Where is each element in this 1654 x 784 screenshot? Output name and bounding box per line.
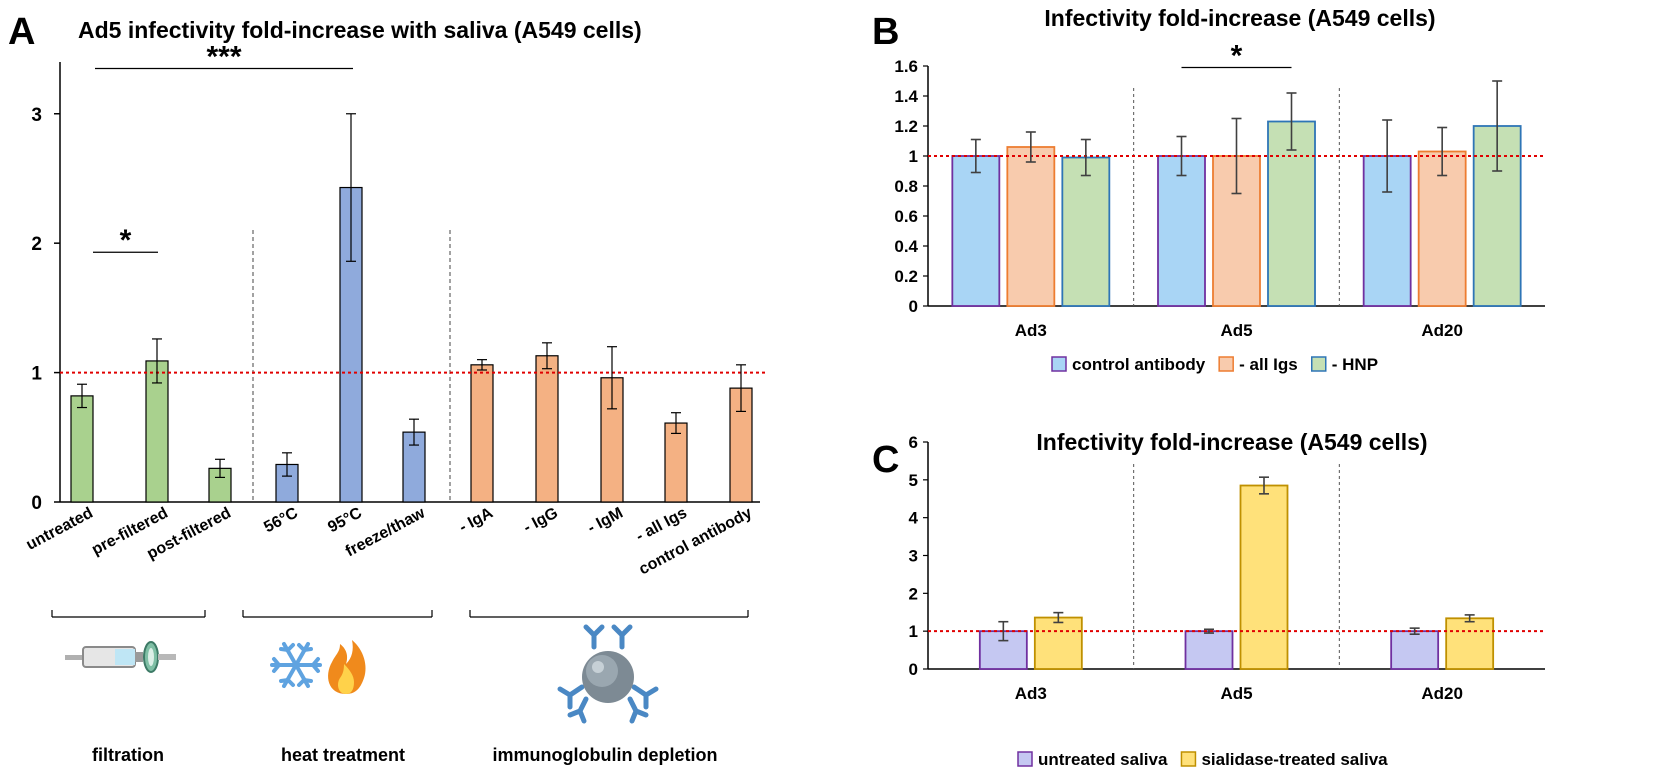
y-tick-label: 1.6	[894, 57, 918, 76]
legend-label: sialidase-treated saliva	[1201, 750, 1388, 769]
y-tick-label: 2	[31, 234, 42, 255]
legend-label: control antibody	[1072, 355, 1206, 374]
significance-marker: *	[1231, 40, 1243, 73]
y-tick-label: 0.2	[894, 267, 918, 286]
legend-label: untreated saliva	[1038, 750, 1168, 769]
y-tick-label: 1.2	[894, 117, 918, 136]
panel-c-legend: untreated saliva sialidase-treated saliva	[1017, 750, 1388, 769]
y-tick-label: 2	[909, 584, 918, 603]
legend-swatch	[1051, 356, 1067, 372]
y-tick-label: 0	[909, 660, 918, 679]
panel-letter-c: C	[872, 439, 899, 481]
x-category-label: Ad20	[1421, 321, 1463, 340]
panel-b-title: Infectivity fold-increase (A549 cells)	[1044, 5, 1435, 31]
antibody-bead-icon	[557, 624, 659, 724]
bar--igg	[535, 355, 559, 503]
bar-ad3-hnp	[1061, 156, 1111, 307]
bar-ad20-sialidase-treated-saliva	[1445, 617, 1495, 670]
y-tick-label: 1	[909, 147, 918, 166]
significance-marker: *	[120, 224, 132, 257]
y-tick-label: 3	[909, 547, 918, 566]
y-tick-label: 1.4	[894, 87, 918, 106]
y-tick-label: 0.4	[894, 237, 918, 256]
bar--all-igs	[664, 422, 688, 503]
x-category-label: Ad5	[1220, 321, 1252, 340]
bar-ad3-control-antibody	[951, 155, 1001, 307]
bar-ad5-untreated-saliva	[1184, 630, 1234, 670]
significance-marker: ***	[206, 40, 241, 73]
panel-a-groups: filtration heat treatment immunoglobulin d…	[51, 610, 749, 765]
group-label: immunoglobulin depletion	[493, 745, 718, 765]
group-label: heat treatment	[281, 745, 405, 765]
y-tick-label: 5	[909, 471, 918, 490]
group-label: filtration	[92, 745, 164, 765]
x-category-label: Ad3	[1015, 684, 1047, 703]
legend-swatch	[1017, 751, 1033, 767]
legend-swatch	[1180, 751, 1197, 767]
x-category-label: Ad20	[1421, 684, 1463, 703]
bar-ad3-all-igs	[1006, 146, 1056, 307]
bar-ad5-control-antibody	[1157, 155, 1206, 307]
y-tick-label: 0.8	[894, 177, 918, 196]
flame-icon	[328, 640, 366, 694]
panel-c-title: Infectivity fold-increase (A549 cells)	[1036, 429, 1427, 455]
y-tick-label: 0	[31, 493, 42, 514]
y-tick-label: 1	[909, 622, 918, 641]
panel-letter-a: A	[8, 11, 35, 53]
x-category-label: - IgM	[585, 505, 626, 538]
y-tick-label: 1	[31, 364, 42, 385]
syringe-filter-icon	[65, 641, 176, 673]
panel-b-legend: control antibody - all Igs - HNP	[1051, 355, 1378, 374]
bar-ad5-hnp	[1267, 120, 1316, 307]
bar-untreated	[70, 395, 94, 503]
y-tick-label: 4	[909, 509, 919, 528]
panel-a-title: Ad5 infectivity fold-increase with saliv…	[78, 17, 642, 43]
bar--iga	[470, 364, 494, 503]
snowflake-icon	[270, 642, 322, 688]
panel-letter-b: B	[872, 11, 899, 53]
y-tick-label: 0	[909, 297, 918, 316]
y-tick-label: 6	[909, 433, 918, 452]
x-category-label: - IgA	[457, 504, 497, 536]
y-tick-label: 0.6	[894, 207, 918, 226]
y-tick-label: 3	[31, 105, 42, 126]
x-category-label: - IgG	[521, 505, 561, 537]
x-category-label: 95°C	[325, 504, 365, 536]
x-category-label: control antibody	[636, 504, 755, 578]
legend-swatch	[1218, 356, 1234, 372]
x-category-label: 56°C	[261, 504, 301, 536]
bar-ad5-sialidase-treated-saliva	[1239, 484, 1289, 670]
chart-b: 0 0.2 0.4 0.6 0.8 1 1.2 1.4 1.6 Ad3 Ad5 Ad20 *	[894, 40, 1545, 340]
legend-label: - HNP	[1332, 355, 1378, 374]
x-category-label: Ad3	[1015, 321, 1047, 340]
x-category-label: Ad5	[1220, 684, 1252, 703]
chart-c: 0 1 2 3 4 5 6 Ad3 Ad5 Ad20	[909, 433, 1545, 703]
legend-swatch	[1311, 356, 1327, 372]
bar-ad3-sialidase-treated-saliva	[1033, 616, 1083, 670]
bar-ad20-untreated-saliva	[1390, 630, 1440, 670]
legend-label: - all Igs	[1239, 355, 1298, 374]
